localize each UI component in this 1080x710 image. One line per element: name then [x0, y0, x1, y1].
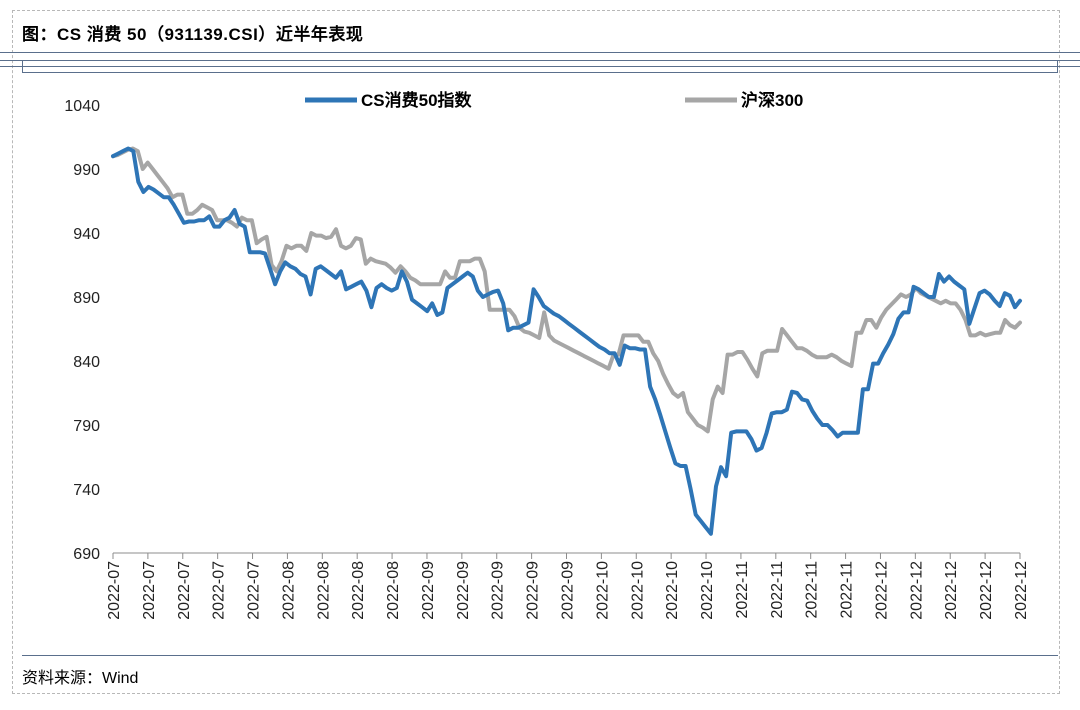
x-tick-label: 2022-09	[525, 561, 542, 620]
y-tick-label: 740	[73, 482, 100, 499]
chart-axes: 1040 990 940 890 840 790 740 690 2022-07 2022-07 2…	[64, 98, 1030, 620]
x-tick-label: 2022-09	[560, 561, 577, 620]
x-tick-label: 2022-11	[734, 561, 751, 619]
x-tick-label: 2022-11	[769, 561, 786, 619]
x-tick-label: 2022-11	[804, 561, 821, 619]
chart-legend: CS消费50指数 沪深300	[305, 90, 803, 110]
y-tick-label: 940	[73, 226, 100, 243]
y-tick-label: 840	[73, 354, 100, 371]
x-tick-label: 2022-08	[280, 561, 297, 620]
x-tick-label: 2022-07	[106, 561, 123, 620]
x-tick-label: 2022-07	[211, 561, 228, 620]
x-tick-label: 2022-12	[908, 561, 925, 620]
header-rule-right-tick	[1057, 60, 1058, 72]
x-tick-label: 2022-08	[315, 561, 332, 620]
y-tick-label: 690	[73, 546, 100, 563]
legend-label-cs50: CS消费50指数	[361, 90, 473, 110]
series-layer	[111, 146, 1022, 536]
x-tick-label: 2022-07	[141, 561, 158, 620]
figure-frame	[12, 10, 1060, 694]
y-tick-label: 890	[73, 290, 100, 307]
source-note: 资料来源：Wind	[22, 670, 139, 687]
series-line-cs50	[111, 146, 1022, 536]
x-tick-label: 2022-10	[629, 561, 646, 620]
x-tick-label: 2022-10	[664, 561, 681, 620]
x-tick-label: 2022-12	[943, 561, 960, 620]
x-tick-label: 2022-12	[873, 561, 890, 620]
x-tick-label: 2022-08	[385, 561, 402, 620]
footer-rule	[22, 655, 1058, 656]
legend-label-hs300: 沪深300	[741, 90, 803, 110]
y-tick-label: 990	[73, 162, 100, 179]
y-tick-label: 790	[73, 418, 100, 435]
header-rule-upper	[0, 60, 1080, 61]
series-line-hs300	[111, 146, 1022, 434]
x-tick-label: 2022-09	[490, 561, 507, 620]
x-tick-label: 2022-12	[1013, 561, 1030, 620]
x-tick-label: 2022-07	[246, 561, 263, 620]
header-rule-left-tick	[22, 60, 23, 72]
x-tick-label: 2022-10	[699, 561, 716, 620]
x-tick-label: 2022-09	[455, 561, 472, 620]
x-tick-label: 2022-07	[176, 561, 193, 620]
x-tick-label: 2022-09	[420, 561, 437, 620]
header-rule-bottom	[22, 72, 1058, 73]
y-tick-label: 1040	[64, 98, 100, 115]
x-tick-label: 2022-08	[350, 561, 367, 620]
figure-title: 图：CS 消费 50（931139.CSI）近半年表现	[22, 25, 364, 44]
header-rule-top	[0, 52, 1080, 53]
x-tick-label: 2022-10	[594, 561, 611, 620]
x-tick-label: 2022-11	[839, 561, 856, 619]
x-tick-label: 2022-12	[978, 561, 995, 620]
header-rule-lower	[0, 66, 1080, 67]
